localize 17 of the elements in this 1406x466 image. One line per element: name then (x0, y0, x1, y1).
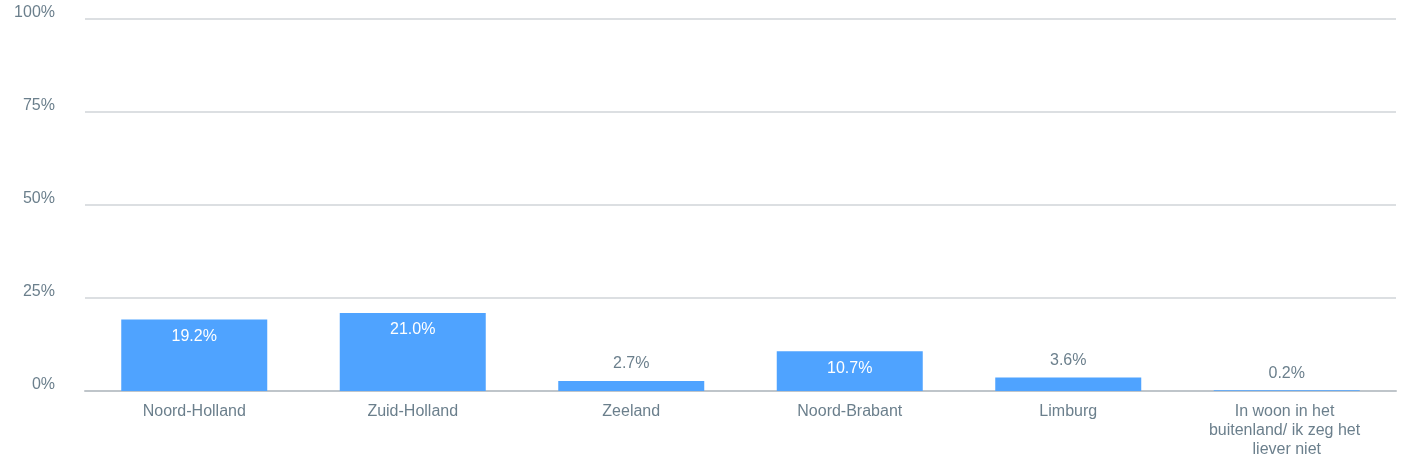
y-tick-label: 0% (31, 374, 55, 392)
x-tick-label: Noord-Holland (142, 402, 246, 419)
data-label: 10.7% (827, 358, 873, 376)
x-tick-label: In woon in het buitenland/ ik zeg het liever niet (1208, 402, 1365, 457)
x-tick-label: Zuid-Holland (367, 402, 459, 419)
data-label: 3.6% (1050, 351, 1087, 369)
data-label: 0.2% (1268, 363, 1305, 381)
x-tick-label: Noord-Brabant (797, 402, 903, 419)
data-label: 19.2% (171, 327, 217, 345)
x-tick-label: Limburg (1039, 402, 1098, 419)
y-tick-label: 50% (22, 188, 55, 206)
x-tick-label: Zeeland (602, 402, 661, 419)
y-tick-label: 25% (22, 281, 55, 299)
data-label: 2.7% (613, 354, 650, 372)
y-tick-label: 75% (22, 95, 55, 113)
y-tick-label: 100% (14, 2, 55, 20)
data-label: 21.0% (390, 320, 436, 338)
